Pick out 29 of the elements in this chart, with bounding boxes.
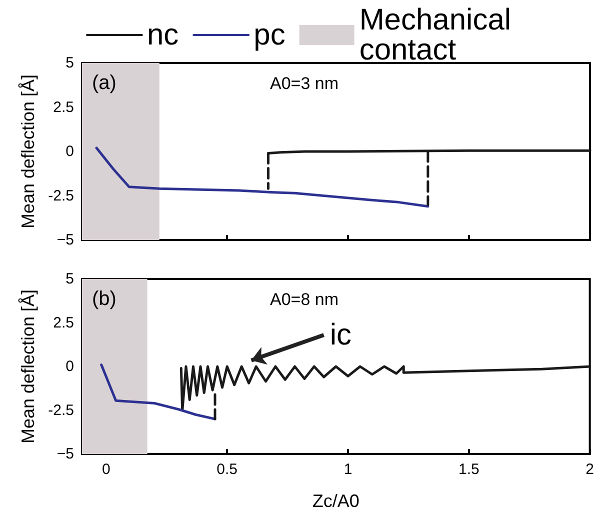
y-tick-label: -2.5 <box>48 402 74 419</box>
line-series <box>95 146 430 208</box>
x-axis-title: Zc/A0 <box>312 491 360 511</box>
y-tick-label: 2.5 <box>53 314 74 332</box>
y-tick-label: 0 <box>66 143 74 160</box>
legend-label: nc <box>146 18 179 52</box>
y-tick-label: 5 <box>66 54 74 72</box>
x-tick-label: 1 <box>344 461 352 478</box>
legend-label: pc <box>254 18 286 52</box>
y-tick-label: -2.5 <box>48 187 74 204</box>
y-axis-title: Mean deflection [Å] <box>18 74 38 229</box>
line-series <box>180 365 592 412</box>
y-tick-label: 5 <box>66 270 74 288</box>
y-tick-label: 0 <box>66 358 74 375</box>
annotation: ic <box>330 318 352 352</box>
x-tick-label: 0 <box>102 461 110 478</box>
x-tick-label: 1.5 <box>458 461 480 478</box>
y-tick-label: −5 <box>56 446 74 462</box>
y-tick-label: −5 <box>56 232 74 248</box>
x-tick-label: 0.5 <box>216 461 238 478</box>
annotation: A0=3 nm <box>270 74 339 93</box>
annotation: A0=8 nm <box>270 290 339 309</box>
y-tick-label: 2.5 <box>53 98 74 116</box>
x-tick-label: 2 <box>586 461 594 478</box>
line-series <box>100 364 216 420</box>
annotation: (b) <box>92 288 116 310</box>
legend-label: Mechanical contact <box>359 4 512 66</box>
annotation: (a) <box>92 72 116 94</box>
y-axis-title: Mean deflection [Å] <box>18 289 38 444</box>
